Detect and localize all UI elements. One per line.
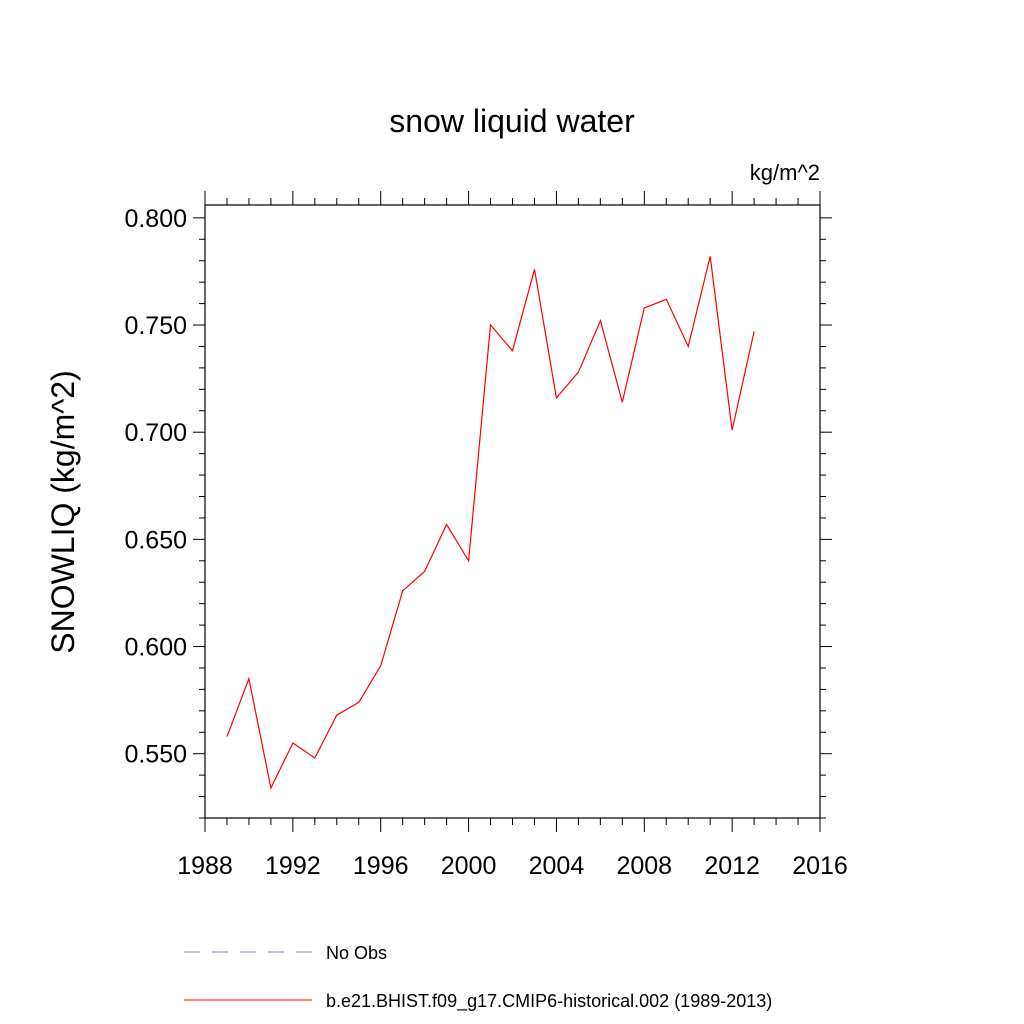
x-tick-label: 1996	[353, 852, 409, 880]
y-tick-label: 0.600	[124, 634, 187, 662]
x-tick-label: 2016	[792, 852, 848, 880]
legend: No Obs b.e21.BHIST.f09_g17.CMIP6-historic…	[184, 943, 772, 1012]
x-tick-label: 2000	[441, 852, 497, 880]
y-tick-label: 0.650	[124, 526, 187, 554]
x-tick-label: 1992	[265, 852, 321, 880]
units-label: kg/m^2	[750, 160, 820, 185]
x-tick-label: 2008	[616, 852, 672, 880]
y-tick-label: 0.550	[124, 741, 187, 769]
legend-label: b.e21.BHIST.f09_g17.CMIP6-historical.002…	[326, 991, 772, 1012]
x-axis-ticks: 1988 1992 1996 2000 2004 2008 2012 2016	[177, 191, 848, 880]
x-tick-label: 2004	[529, 852, 585, 880]
y-tick-label: 0.700	[124, 419, 187, 447]
y-axis-label: SNOWLIQ (kg/m^2)	[45, 370, 81, 653]
x-minor-ticks	[226, 198, 799, 825]
y-tick-label: 0.750	[124, 312, 187, 340]
x-tick-label: 1988	[177, 852, 233, 880]
chart-title: snow liquid water	[389, 103, 635, 139]
series-lines	[226, 256, 755, 790]
plot-frame	[204, 204, 821, 819]
legend-label: No Obs	[326, 943, 387, 963]
series-line	[226, 256, 755, 790]
y-axis-ticks: 0.550 0.600 0.650 0.700 0.750 0.800	[124, 205, 832, 769]
x-tick-label: 2012	[704, 852, 760, 880]
y-minor-ticks	[199, 238, 826, 819]
y-tick-label: 0.800	[124, 205, 187, 233]
